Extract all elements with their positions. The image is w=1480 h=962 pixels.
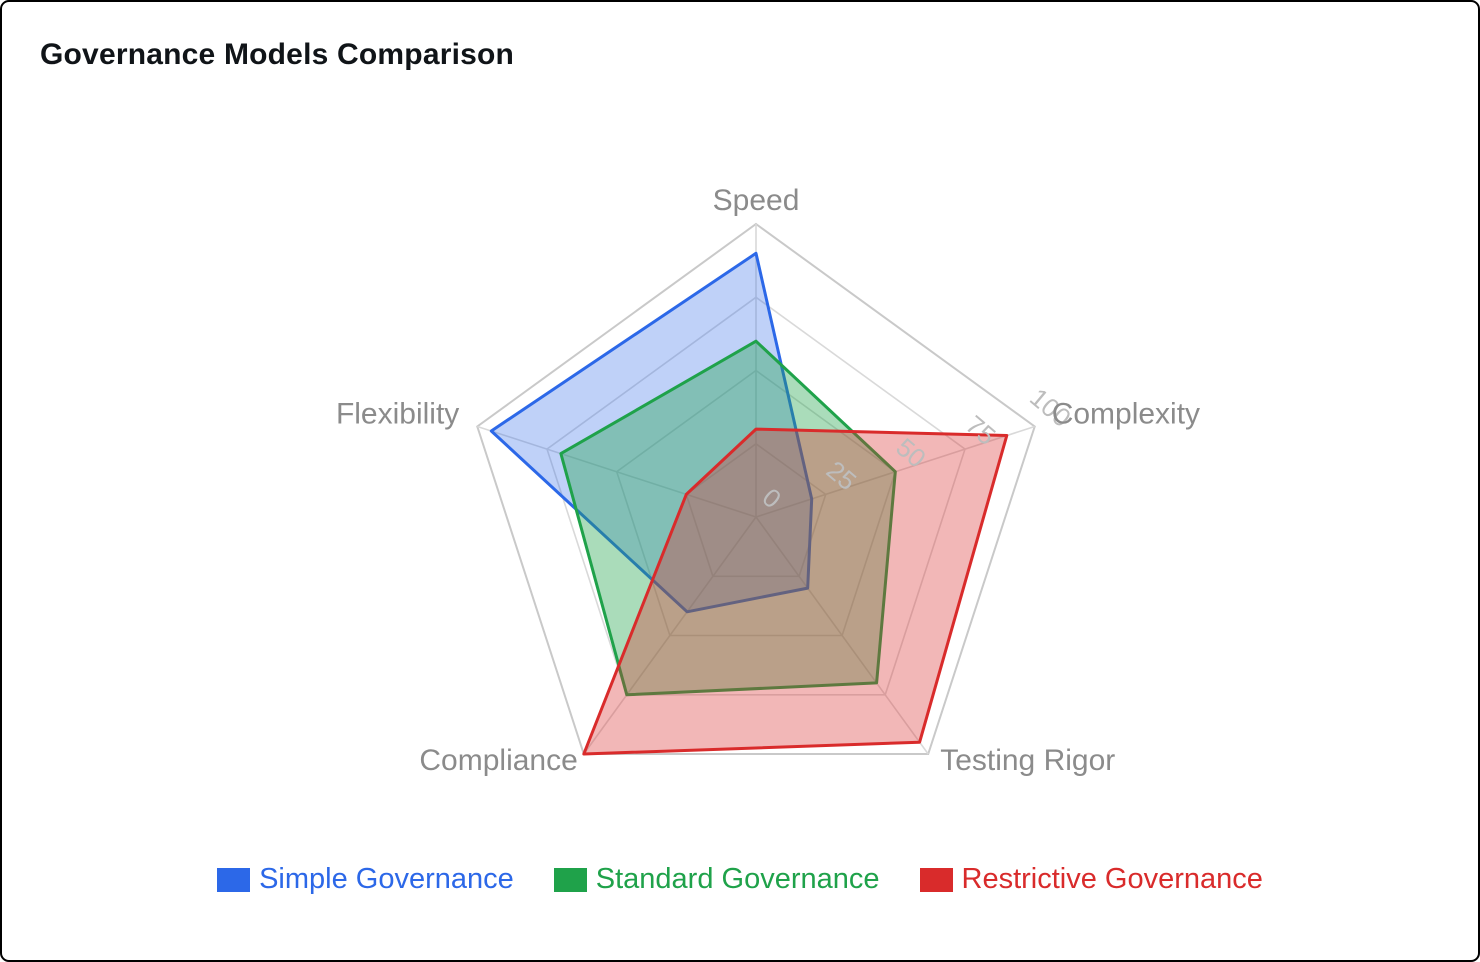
axis-spoke-flexibility xyxy=(477,425,757,518)
chart-title: Governance Models Comparison xyxy=(40,38,515,71)
axis-label-compliance: Compliance xyxy=(419,744,577,777)
axis-label-speed: Speed xyxy=(713,184,800,217)
grid-ring-100 xyxy=(476,222,1036,755)
axis-spoke-testing-rigor xyxy=(755,516,929,755)
series-polygon-simple-governance[interactable] xyxy=(489,251,814,614)
legend-item-simple-governance[interactable]: Simple Governance xyxy=(217,865,514,894)
legend-label-restrictive-governance: Restrictive Governance xyxy=(961,863,1263,895)
axis-spoke-compliance xyxy=(583,516,757,755)
axis-labels: Speed Complexity Testing Rigor Compliance Fl… xyxy=(336,184,1200,777)
legend-swatch-simple-governance xyxy=(217,867,251,892)
axis-label-testing-rigor: Testing Rigor xyxy=(940,744,1115,777)
grid-ring-50 xyxy=(615,369,897,637)
legend-swatch-standard-governance xyxy=(553,867,587,892)
chart-legend: Simple Governance Standard Governance Re… xyxy=(2,865,1478,894)
legend-label-simple-governance: Simple Governance xyxy=(259,863,514,895)
radar-series xyxy=(489,251,1009,756)
axis-label-flexibility: Flexibility xyxy=(336,398,459,431)
grid-ring-75 xyxy=(546,296,966,696)
grid-ring-25 xyxy=(685,442,827,578)
legend-label-standard-governance: Standard Governance xyxy=(595,863,880,895)
legend-swatch-restrictive-governance xyxy=(919,867,953,892)
axis-label-complexity: Complexity xyxy=(1052,398,1200,431)
legend-item-standard-governance[interactable]: Standard Governance xyxy=(553,863,880,895)
legend-item-restrictive-governance[interactable]: Restrictive Governance xyxy=(919,863,1263,895)
series-polygon-restrictive-governance[interactable] xyxy=(582,427,1009,756)
